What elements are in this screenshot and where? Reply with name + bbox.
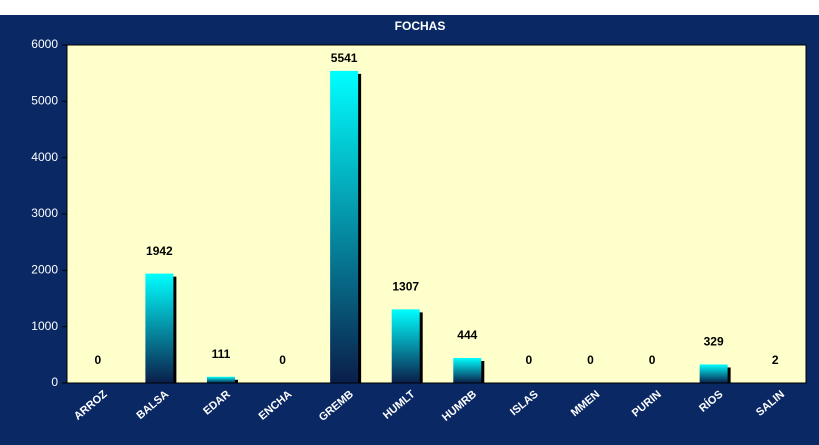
value-label: 5541 <box>331 51 358 65</box>
y-tick-label: 1000 <box>31 319 58 333</box>
bar <box>391 309 420 383</box>
value-label: 0 <box>649 353 656 367</box>
bar <box>145 273 174 383</box>
bar <box>453 357 482 383</box>
y-tick-label: 3000 <box>31 206 58 220</box>
y-tick-label: 0 <box>51 375 58 389</box>
value-label: 1307 <box>392 280 419 294</box>
value-label: 111 <box>212 347 231 361</box>
value-label: 2 <box>772 353 779 367</box>
value-label: 0 <box>279 353 286 367</box>
bar <box>206 376 235 383</box>
bar <box>330 70 359 384</box>
y-tick-label: 6000 <box>31 37 58 51</box>
bar <box>699 364 728 383</box>
y-tick-label: 2000 <box>31 263 58 277</box>
chart-title: FOCHAS <box>395 19 446 33</box>
value-label: 1942 <box>146 244 173 258</box>
value-label: 444 <box>457 328 477 342</box>
value-label: 0 <box>94 353 101 367</box>
y-tick-label: 4000 <box>31 150 58 164</box>
value-label: 0 <box>526 353 533 367</box>
value-label: 329 <box>704 335 724 349</box>
plot-area <box>66 44 807 384</box>
value-label: 0 <box>587 353 594 367</box>
y-tick-label: 5000 <box>31 94 58 108</box>
